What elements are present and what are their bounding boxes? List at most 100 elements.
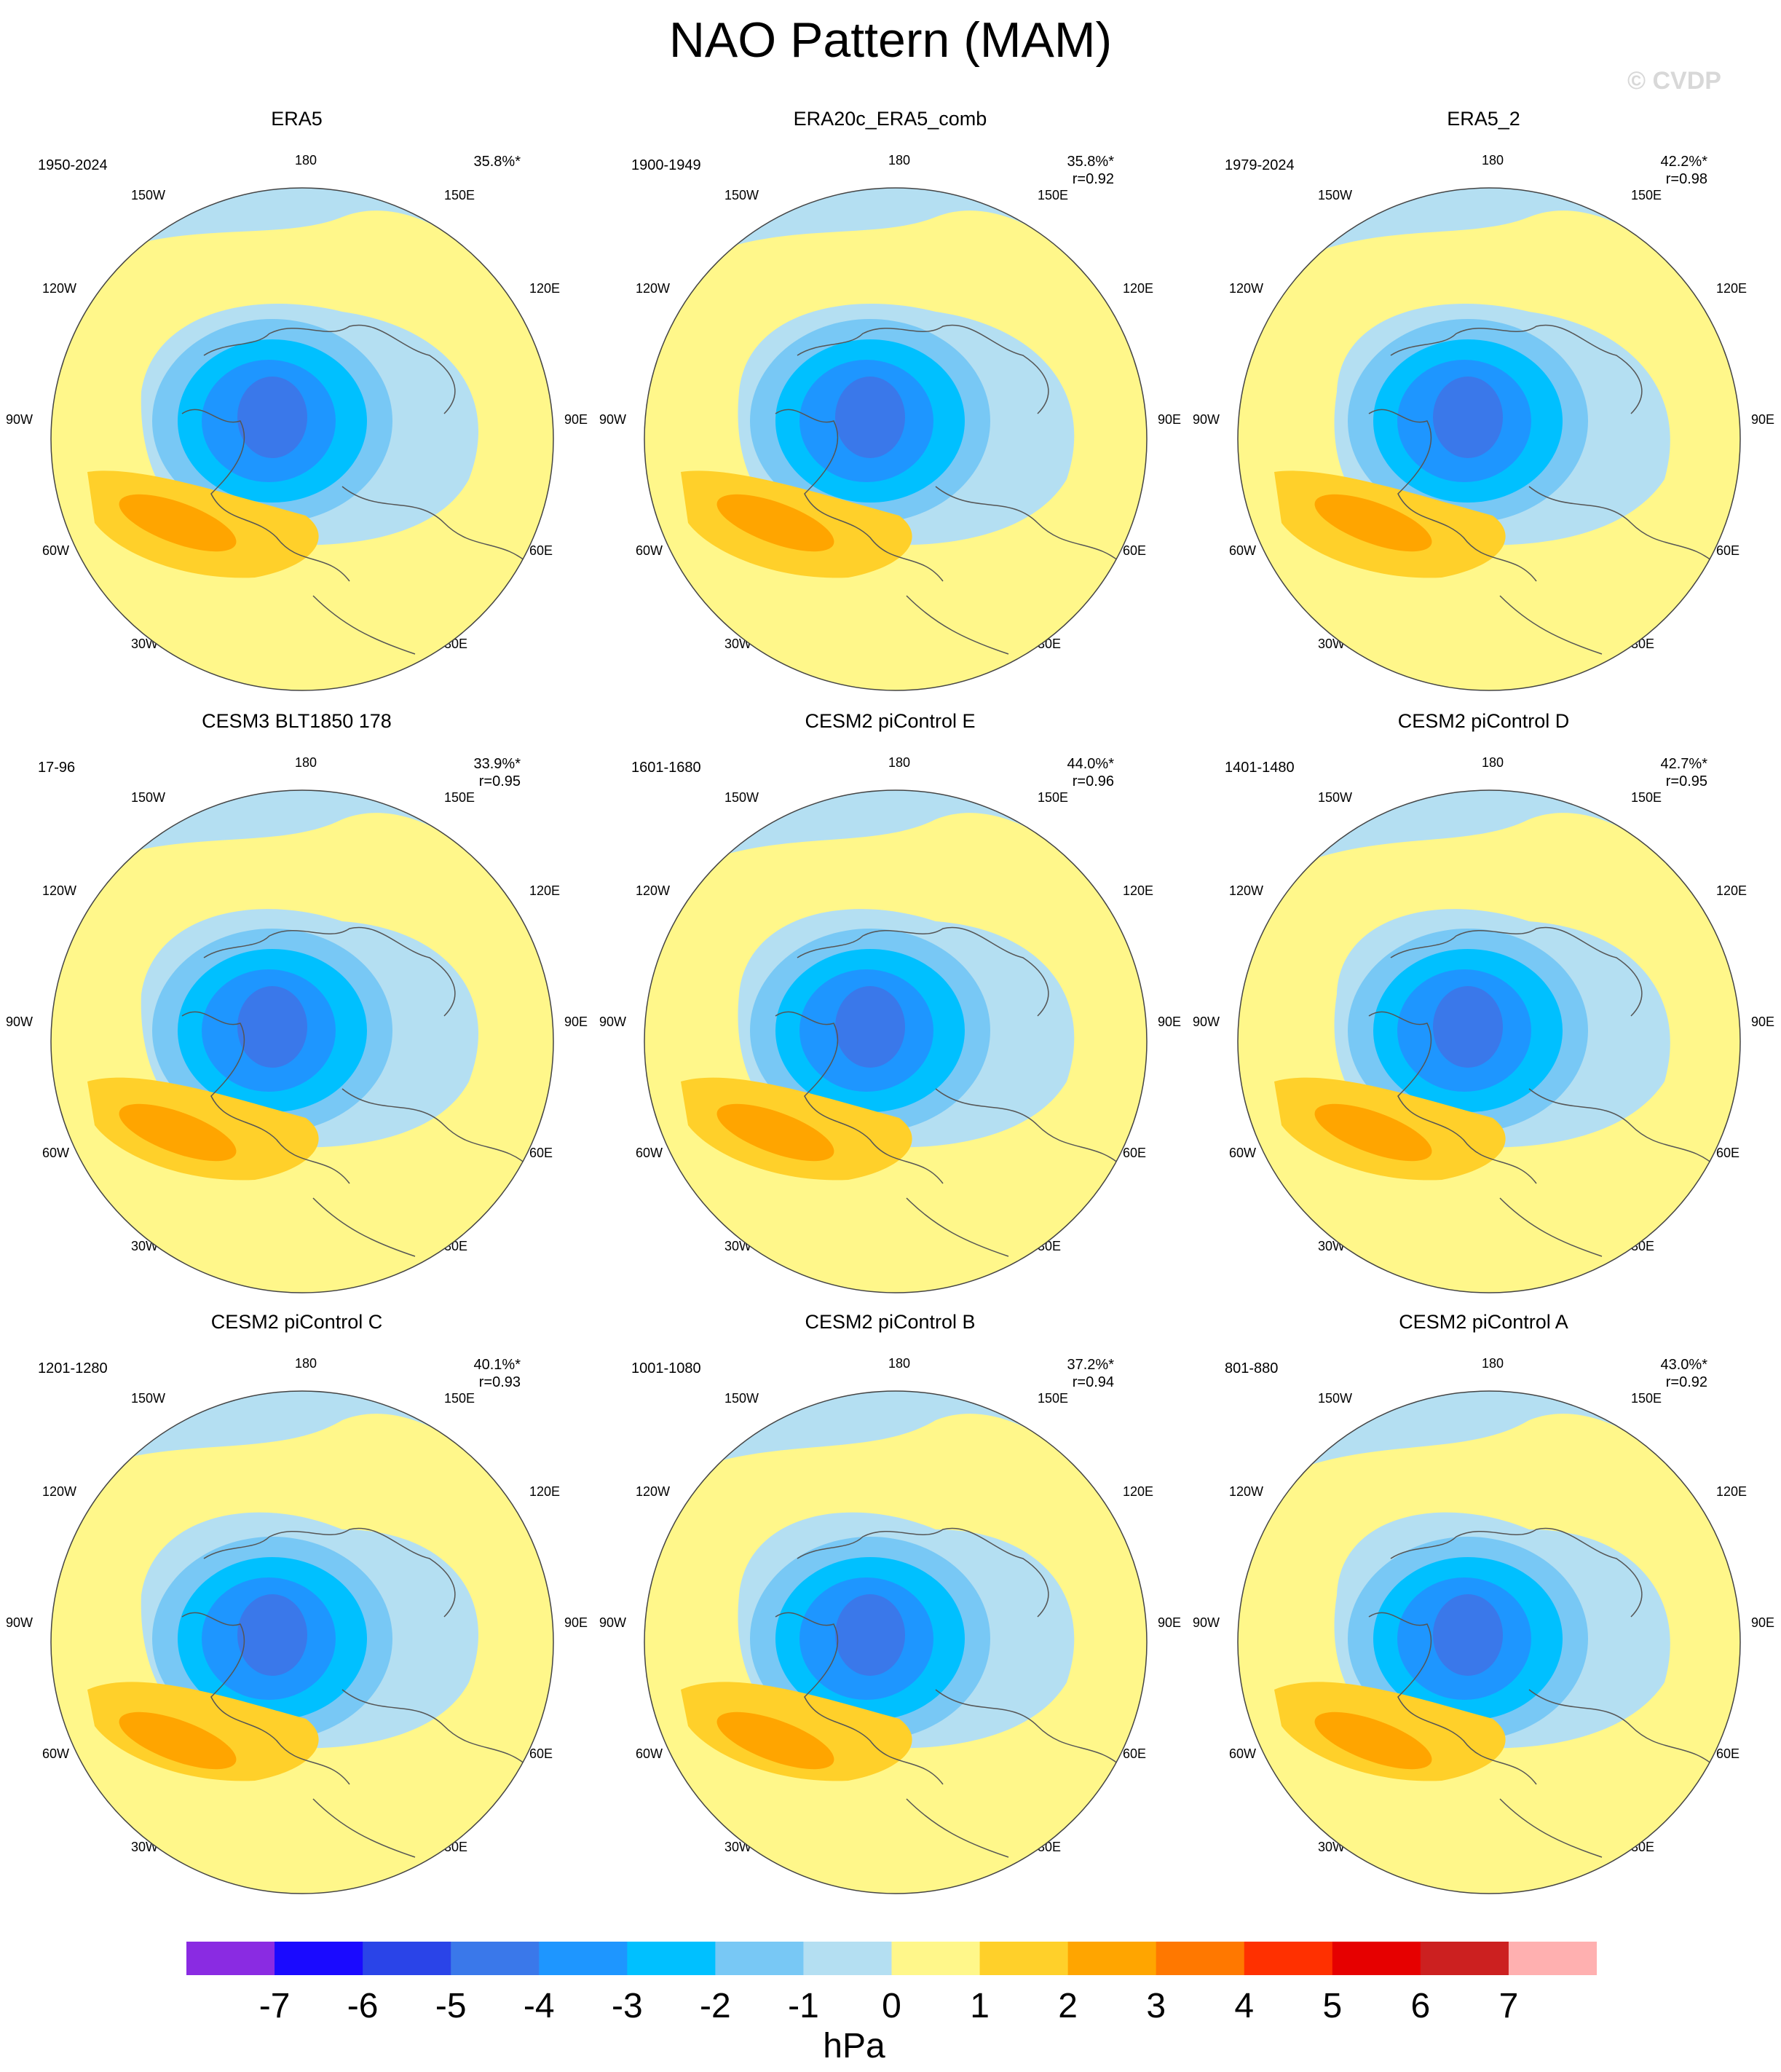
positive-contour-3	[716, 1711, 834, 1770]
colorbar-tick-label: -5	[435, 1987, 467, 2025]
map-panel: CESM2 piControl E 1601-1680 44.0%* r=0.96 18…	[593, 710, 1187, 1315]
map-boundary	[50, 789, 554, 1293]
polar-map	[50, 187, 554, 691]
panel-title: CESM3 BLT1850 178	[202, 710, 392, 732]
longitude-label: 180	[888, 1356, 911, 1371]
colorbar-swatch	[363, 1942, 451, 1975]
polar-map	[1237, 789, 1741, 1293]
colorbar-swatch	[275, 1942, 363, 1975]
coastline	[203, 324, 456, 414]
panel-stats: 43.0%* r=0.92	[1661, 1356, 1708, 1391]
colorbar-tick-label: 4	[1234, 1987, 1255, 2025]
coastline	[797, 1527, 1049, 1618]
colorbar-swatch	[1420, 1942, 1509, 1975]
panel-stats: 33.9%* r=0.95	[474, 755, 521, 790]
colorbar-swatch	[1508, 1942, 1597, 1975]
negative-contour-5	[237, 986, 307, 1068]
pattern-correlation: r=0.93	[478, 1374, 521, 1390]
colorbar	[186, 1942, 1597, 1975]
colorbar-swatch	[627, 1942, 716, 1975]
panel-stats: 44.0%* r=0.96	[1067, 755, 1115, 790]
longitude-label: 60W	[636, 543, 663, 558]
panel-period: 801-880	[1225, 1360, 1279, 1376]
longitude-label: 120W	[42, 883, 77, 898]
positive-contour-3	[119, 1711, 237, 1770]
coastline	[1390, 1527, 1643, 1618]
colorbar-tick-label: 5	[1322, 1987, 1343, 2025]
coastline	[312, 1088, 532, 1257]
longitude-label: 60W	[1229, 1746, 1257, 1761]
colorbar-swatch	[979, 1942, 1069, 1975]
map-boundary	[1237, 1390, 1741, 1894]
longitude-label: 120E	[1123, 883, 1154, 898]
longitude-label: 60W	[636, 1746, 663, 1761]
longitude-label: 60W	[42, 1746, 70, 1761]
colorbar-swatch	[451, 1942, 540, 1975]
coastline	[775, 409, 944, 582]
panel-stats: 42.2%* r=0.98	[1661, 153, 1708, 188]
longitude-label: 90E	[1751, 412, 1775, 427]
longitude-label: 120E	[529, 1484, 561, 1499]
negative-contour-5	[1433, 377, 1503, 458]
polar-map	[50, 789, 554, 1293]
polar-map	[644, 1390, 1148, 1894]
longitude-label: 120W	[636, 883, 671, 898]
longitude-label: 90W	[6, 412, 33, 427]
negative-contour-5	[835, 1594, 905, 1676]
longitude-label: 90W	[599, 412, 627, 427]
longitude-label: 150E	[1631, 790, 1662, 805]
positive-contour-3	[716, 1103, 834, 1162]
longitude-label: 150E	[1038, 790, 1069, 805]
coastline	[775, 1612, 944, 1785]
colorbar-swatch	[803, 1942, 892, 1975]
longitude-label: 90E	[564, 412, 588, 427]
panel-period: 1979-2024	[1225, 157, 1295, 173]
longitude-label: 150W	[1318, 790, 1353, 805]
coastline	[1499, 486, 1719, 655]
copyright-watermark: © CVDP	[1627, 67, 1721, 95]
negative-contour-5	[237, 1594, 307, 1676]
panel-stats: 40.1%* r=0.93	[474, 1356, 521, 1391]
panel-stats: 42.7%* r=0.95	[1661, 755, 1708, 790]
panel-title: ERA5	[271, 108, 323, 130]
coastline	[906, 1689, 1126, 1858]
longitude-label: 150W	[724, 790, 759, 805]
longitude-label: 60E	[1123, 1146, 1147, 1160]
colorbar-tick-label: 7	[1498, 1987, 1519, 2025]
negative-contour-5	[237, 377, 307, 458]
colorbar-swatch	[715, 1942, 804, 1975]
longitude-label: 120E	[1716, 281, 1748, 296]
longitude-label: 90W	[599, 1615, 627, 1630]
longitude-label: 120E	[1716, 1484, 1748, 1499]
coastline	[203, 1527, 456, 1618]
colorbar-units: hPa	[823, 2027, 885, 2065]
longitude-label: 180	[888, 755, 911, 770]
panel-title: CESM2 piControl A	[1399, 1311, 1568, 1333]
longitude-label: 150W	[131, 188, 166, 202]
variance-explained: 35.8%*	[473, 154, 521, 170]
longitude-label: 150E	[1038, 1391, 1069, 1406]
longitude-label: 60W	[1229, 1146, 1257, 1160]
colorbar-tick-label: 2	[1058, 1987, 1078, 2025]
panel-period: 1601-1680	[631, 760, 701, 776]
map-panel: CESM2 piControl A 801-880 43.0%* r=0.92 180 1…	[1187, 1311, 1780, 1915]
panel-title: ERA20c_ERA5_comb	[793, 108, 987, 130]
longitude-label: 120W	[1229, 1484, 1264, 1499]
longitude-label: 120E	[529, 281, 561, 296]
colorbar-swatch	[186, 1942, 275, 1975]
colorbar-tick-label: -4	[523, 1987, 555, 2025]
panel-stats: 35.8%*	[474, 153, 521, 170]
colorbar-swatch	[1332, 1942, 1421, 1975]
longitude-label: 60E	[529, 1146, 553, 1160]
colorbar-swatch	[1067, 1942, 1157, 1975]
panel-title: CESM2 piControl B	[805, 1311, 976, 1333]
colorbar-tick-label: -6	[347, 1987, 379, 2025]
coastline	[775, 1011, 944, 1184]
positive-contour-3	[1314, 1711, 1432, 1770]
longitude-label: 90E	[1158, 1015, 1182, 1029]
panel-period: 1900-1949	[631, 157, 701, 173]
panel-title: CESM2 piControl E	[805, 710, 976, 732]
longitude-label: 120E	[529, 883, 561, 898]
coastline	[797, 926, 1049, 1017]
positive-contour-3	[119, 494, 237, 552]
